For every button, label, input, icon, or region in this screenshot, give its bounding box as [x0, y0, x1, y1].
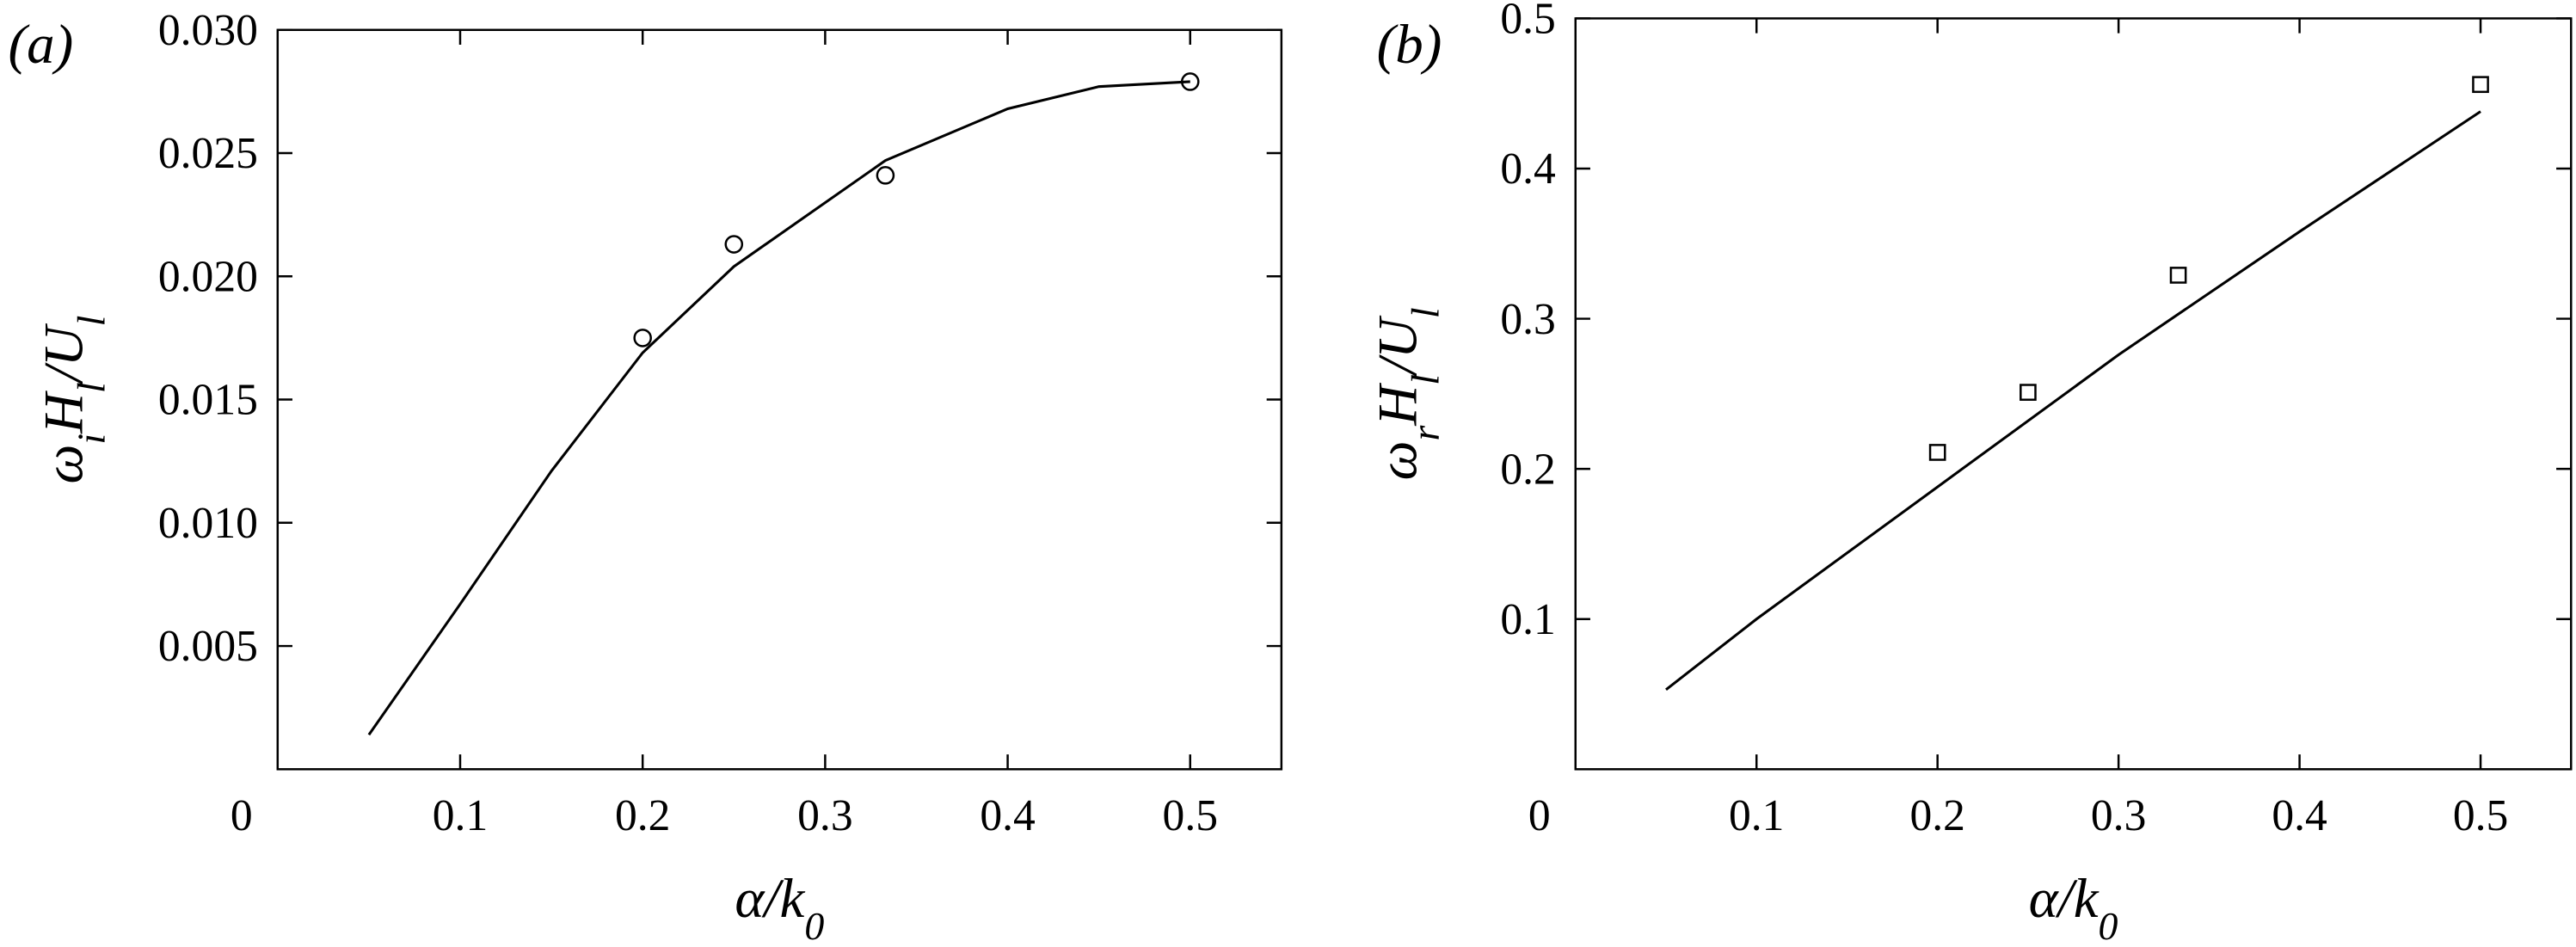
x-tick-label: 0.4 — [2272, 791, 2327, 840]
label-part: α/k — [735, 868, 805, 930]
panel-label: (b) — [1377, 14, 1442, 76]
x-tick-label: 0.3 — [2091, 791, 2146, 840]
label-part: H — [34, 390, 95, 434]
label-part: i — [69, 434, 113, 445]
origin-label: 0 — [231, 791, 253, 840]
panel: 0.10.20.30.40.50 0.1 0.2 0.3 0.4 0.5ωrHl/Ulα/… — [1367, 0, 2573, 947]
data-line — [367, 80, 1190, 736]
y-tick-label: 0.1 — [1500, 595, 1555, 644]
y-axis-label: ωrHl/Ul — [1367, 307, 1447, 480]
data-point — [633, 329, 652, 347]
y-tick-label: 0.020 — [158, 252, 258, 301]
x-tick-label: 0.5 — [1163, 791, 1218, 840]
y-tick-label: 0.4 — [1500, 145, 1555, 194]
label-part: l — [69, 382, 113, 393]
label-part: l — [1403, 307, 1447, 318]
label-part: ω — [34, 445, 95, 484]
panel: 0.005 0.010 0.015 0.020 0.025 0.030 0 0.1 0.2 0.3… — [9, 6, 1283, 947]
x-tick-label: 0.2 — [1909, 791, 1964, 840]
x-tick-label: 0.5 — [2453, 791, 2508, 840]
label-part: l — [1403, 374, 1447, 385]
plot-frame — [1574, 17, 2573, 771]
data-point — [876, 166, 895, 185]
label-part: r — [1403, 426, 1447, 441]
data-point — [1180, 72, 1200, 91]
label-part: 0 — [2099, 904, 2118, 947]
y-tick-label: 0.005 — [158, 622, 258, 671]
y-tick-label: 0.2 — [1500, 445, 1555, 494]
y-tick-label: 0.5 — [1500, 0, 1555, 44]
x-tick-label: 0.2 — [615, 791, 670, 840]
panel-label: (a) — [9, 14, 74, 76]
x-tick-label: 0.4 — [980, 791, 1035, 840]
label-part: U — [34, 323, 95, 366]
label-part: U — [1367, 315, 1429, 359]
data-line — [1665, 110, 2481, 691]
label-part: 0 — [804, 904, 824, 947]
data-point — [2169, 267, 2187, 284]
x-tick-label: 0.3 — [797, 791, 852, 840]
data-point — [2020, 384, 2037, 401]
label-part: ω — [1367, 441, 1429, 481]
x-tick-label: 0.1 — [433, 791, 488, 840]
label-part: H — [1367, 383, 1429, 427]
label-part: / — [34, 362, 95, 384]
origin-label: 0 — [1528, 791, 1551, 840]
y-tick-label: 0.015 — [158, 376, 258, 425]
x-tick-label: 0.1 — [1729, 791, 1784, 840]
label-part: α/k — [2029, 868, 2100, 930]
plot-frame — [276, 28, 1283, 771]
y-tick-label: 0.010 — [158, 499, 258, 548]
data-point — [724, 235, 744, 254]
x-axis-label: α/k0 — [2029, 868, 2118, 947]
label-part: l — [69, 316, 113, 327]
label-part: / — [1367, 354, 1429, 377]
y-tick-label: 0.3 — [1500, 295, 1555, 344]
y-axis-label: ωiHl/Ul — [34, 316, 114, 484]
data-point — [2472, 76, 2489, 94]
y-tick-label: 0.030 — [158, 6, 258, 55]
x-axis-label: α/k0 — [735, 868, 824, 947]
data-point — [1928, 444, 1946, 461]
y-tick-label: 0.025 — [158, 129, 258, 178]
